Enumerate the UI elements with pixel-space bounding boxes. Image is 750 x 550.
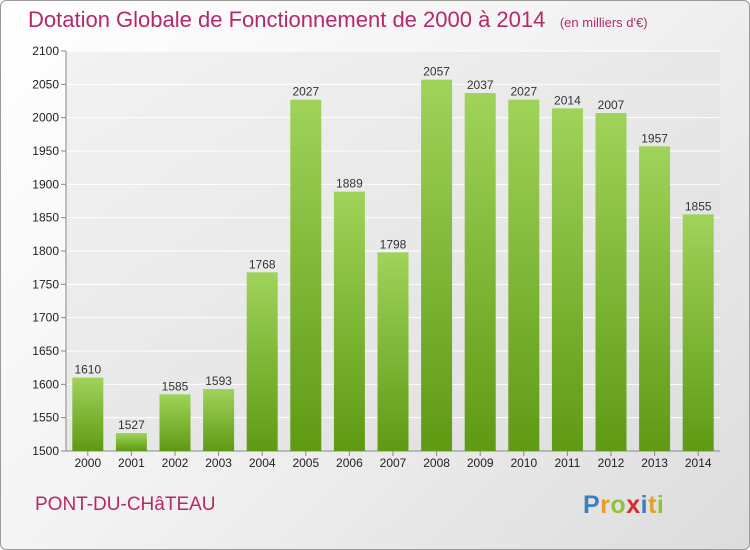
bar — [421, 79, 453, 452]
proxiti-logo: Proxiti — [583, 491, 664, 520]
y-tick-label: 1950 — [32, 144, 59, 158]
y-tick-label: 1650 — [32, 344, 59, 358]
bar — [464, 93, 496, 451]
bar — [203, 389, 235, 451]
chart-title: Dotation Globale de Fonctionnement de 20… — [28, 7, 546, 32]
y-tick-label: 1500 — [32, 444, 59, 458]
bar — [595, 113, 627, 451]
logo-letter-6: i — [656, 491, 665, 519]
chart-unit: (en milliers d'€) — [559, 15, 648, 30]
x-tick-label: 2003 — [205, 456, 232, 470]
y-tick-label: 1900 — [32, 177, 59, 191]
logo-letter-5: t — [648, 491, 657, 519]
bar — [377, 252, 409, 451]
y-tick-label: 1550 — [32, 411, 59, 425]
bar — [333, 191, 365, 451]
y-tick-label: 2000 — [32, 111, 59, 125]
x-tick-label: 2007 — [380, 456, 407, 470]
bar — [551, 108, 583, 451]
x-tick-label: 2011 — [554, 456, 580, 470]
x-tick-label: 2014 — [685, 456, 712, 470]
y-tick-label: 1700 — [32, 311, 59, 325]
commune-name: PONT-DU-CHâTEAU — [35, 494, 216, 515]
bar — [639, 146, 671, 452]
bar-value-label: 1593 — [205, 374, 232, 388]
bar — [159, 394, 191, 451]
x-tick-label: 2009 — [467, 456, 494, 470]
x-tick-label: 2002 — [162, 456, 189, 470]
x-tick-label: 2005 — [292, 456, 319, 470]
bar-value-label: 2027 — [292, 85, 319, 99]
x-tick-label: 2000 — [74, 456, 101, 470]
bar-value-label: 1855 — [685, 199, 712, 213]
y-tick-label: 2100 — [32, 44, 59, 58]
logo-letter-3: x — [626, 491, 641, 519]
bar-value-label: 1768 — [249, 257, 276, 271]
y-tick-label: 1750 — [32, 277, 59, 291]
logo-letter-1: r — [600, 491, 611, 519]
logo-letter-2: o — [610, 491, 627, 519]
bar-value-label: 2014 — [554, 93, 581, 107]
bar — [72, 377, 104, 451]
bar-value-label: 1889 — [336, 177, 363, 191]
x-tick-label: 2010 — [510, 456, 537, 470]
y-tick-label: 1850 — [32, 211, 59, 225]
title-row: Dotation Globale de Fonctionnement de 20… — [28, 7, 648, 33]
bar — [290, 99, 322, 452]
bar-value-label: 1527 — [118, 418, 145, 432]
y-tick-label: 1800 — [32, 244, 59, 258]
x-tick-label: 2004 — [249, 456, 276, 470]
bar-value-label: 1610 — [74, 363, 101, 377]
bar-value-label: 1798 — [380, 237, 407, 251]
bar — [508, 99, 540, 452]
y-tick-label: 2050 — [32, 77, 59, 91]
bar-value-label: 2037 — [467, 78, 494, 92]
x-tick-label: 2013 — [641, 456, 668, 470]
bar — [115, 433, 147, 451]
y-tick-label: 1600 — [32, 377, 59, 391]
x-tick-label: 2006 — [336, 456, 363, 470]
x-tick-label: 2012 — [598, 456, 625, 470]
bar-value-label: 2057 — [423, 65, 450, 79]
x-tick-label: 2001 — [118, 456, 145, 470]
bar-value-label: 1585 — [162, 379, 189, 393]
logo-letter-0: P — [583, 491, 601, 519]
logo-letter-4: i — [640, 491, 649, 519]
bar — [682, 214, 714, 451]
bar-value-label: 2007 — [598, 98, 625, 112]
bar-value-label: 1957 — [641, 131, 668, 145]
bar-value-label: 2027 — [510, 85, 537, 99]
bar — [246, 272, 278, 451]
x-tick-label: 2008 — [423, 456, 450, 470]
